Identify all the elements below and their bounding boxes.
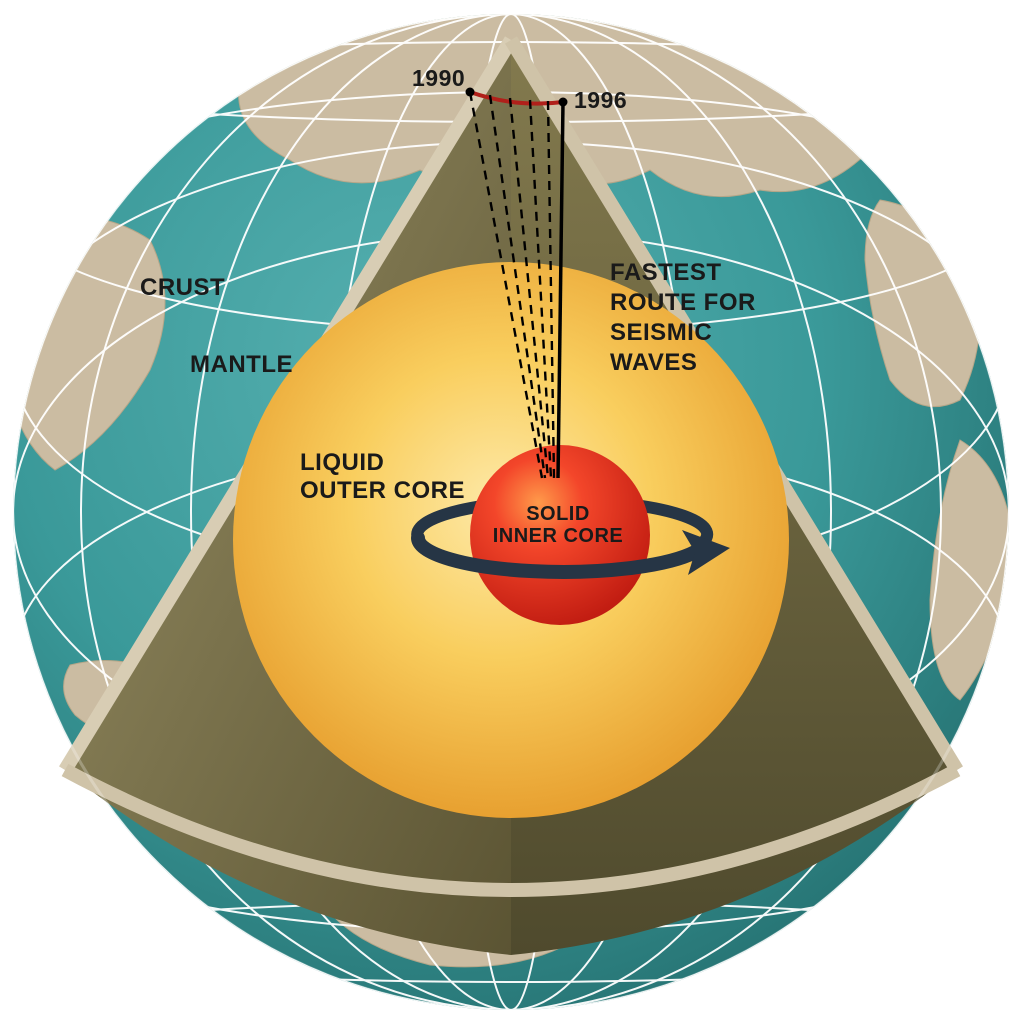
inner-core-label-1: SOLID xyxy=(526,503,590,525)
year-1990-label: 1990 xyxy=(412,65,465,91)
earth-core-diagram: 1990 1996 CRUST MANTLE LIQUID OUTER CORE… xyxy=(0,0,1022,1024)
outer-core-label-2: OUTER CORE xyxy=(300,477,465,504)
seismic-route-label-4: WAVES xyxy=(610,349,697,376)
crust-label: CRUST xyxy=(140,274,225,301)
seismic-route-label-3: SEISMIC xyxy=(610,319,712,346)
inner-core-label-2: INNER CORE xyxy=(493,525,624,547)
outer-core-label-1: LIQUID xyxy=(300,449,384,476)
seismic-route-label-1: FASTEST xyxy=(610,259,722,286)
year-1996-label: 1996 xyxy=(574,87,627,113)
seismic-route-label-2: ROUTE FOR xyxy=(610,289,756,316)
mantle-label: MANTLE xyxy=(190,351,293,378)
